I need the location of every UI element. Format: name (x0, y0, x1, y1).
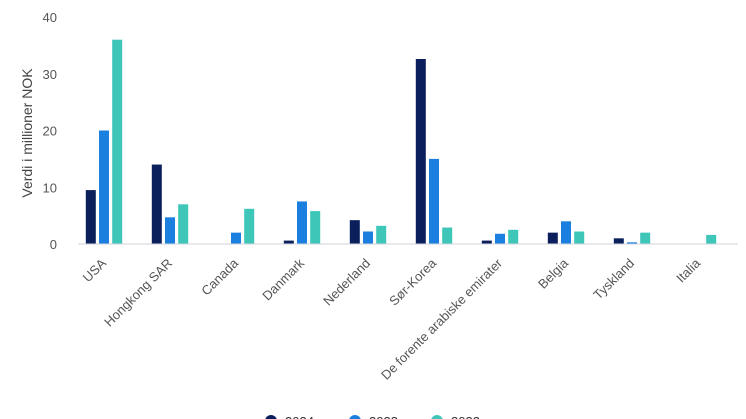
x-tick-label: De forente arabiske emirater (378, 255, 506, 383)
x-tick-label: Hongkong SAR (101, 256, 175, 330)
y-tick-label: 30 (43, 67, 57, 82)
bar-2022-8[interactable] (640, 232, 651, 244)
bar-2023-5[interactable] (429, 158, 439, 245)
y-axis-title-group: Verdi i millioner NOK (19, 68, 35, 198)
x-tick-label: Nederland (320, 256, 373, 309)
x-tick-label: USA (80, 255, 110, 285)
bar-2023-0[interactable] (99, 130, 109, 245)
bar-2022-9[interactable] (706, 234, 717, 244)
y-axis-ticks: 0 10 20 30 40 (43, 10, 57, 252)
legend-label-2022[interactable]: 2022 (451, 414, 480, 419)
x-tick-label: Danmark (259, 255, 307, 303)
bar-2024-7[interactable] (547, 232, 558, 244)
x-tick-label: Canada (198, 255, 241, 298)
bar-2022-2[interactable] (244, 208, 255, 244)
bar-2024-3[interactable] (283, 240, 294, 244)
x-tick-label: Tyskland (590, 256, 637, 303)
bar-2023-7[interactable] (561, 221, 571, 244)
bar-2024-4[interactable] (349, 220, 360, 244)
bars-group (85, 39, 717, 245)
y-axis-title: Verdi i millioner NOK (19, 68, 35, 198)
y-tick-label: 10 (43, 180, 57, 195)
bar-2022-4[interactable] (376, 225, 387, 244)
bar-2022-3[interactable] (310, 211, 321, 244)
bar-2023-6[interactable] (495, 233, 505, 244)
bar-2024-0[interactable] (85, 190, 96, 244)
legend-marker-2022[interactable] (431, 415, 443, 419)
legend-label-2023[interactable]: 2023 (369, 414, 398, 419)
y-tick-label: 40 (43, 10, 57, 25)
bar-2024-5[interactable] (415, 58, 426, 244)
x-tick-label: Sør-Korea (386, 255, 440, 309)
x-tick-label: Belgia (535, 255, 572, 292)
y-tick-label: 0 (50, 237, 57, 252)
legend[interactable]: 2024 2023 2022 (265, 414, 480, 419)
bar-2024-8[interactable] (613, 238, 624, 244)
y-tick-label: 20 (43, 124, 57, 139)
bar-2022-7[interactable] (574, 231, 585, 244)
bar-2024-6[interactable] (481, 240, 492, 244)
bar-2022-1[interactable] (178, 204, 189, 244)
legend-marker-2024[interactable] (265, 415, 277, 419)
bar-2022-0[interactable] (112, 39, 123, 245)
bar-2024-1[interactable] (151, 164, 162, 244)
x-tick-label: Italia (673, 255, 704, 286)
legend-label-2024[interactable]: 2024 (285, 414, 314, 419)
bar-2023-1[interactable] (165, 217, 175, 244)
bar-2023-3[interactable] (297, 201, 307, 244)
bar-2023-4[interactable] (363, 231, 373, 244)
bar-2023-2[interactable] (231, 232, 241, 244)
bar-2023-8[interactable] (627, 242, 637, 244)
legend-marker-2023[interactable] (349, 415, 361, 419)
bar-2022-6[interactable] (508, 229, 519, 244)
bar-2022-5[interactable] (442, 227, 453, 244)
